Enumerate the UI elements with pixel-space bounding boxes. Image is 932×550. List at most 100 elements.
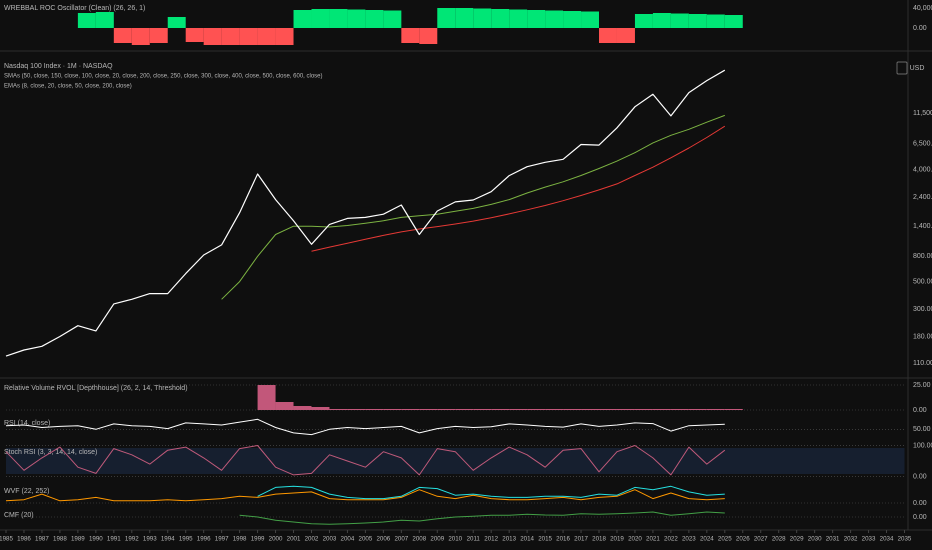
x-tick-label: 2005 [359, 536, 373, 543]
line [5, 489, 725, 502]
bar [131, 28, 150, 45]
x-tick-label: 1992 [125, 536, 139, 543]
bar [293, 406, 312, 410]
x-tick-label: 2006 [376, 536, 390, 543]
bar [688, 409, 707, 410]
y-tick-label: 0.00 [913, 514, 927, 521]
x-tick-label: 2032 [844, 536, 858, 543]
bar [167, 17, 186, 28]
x-tick-label: 1994 [161, 536, 175, 543]
bar [437, 409, 456, 410]
bar [670, 409, 689, 410]
panel-title: WVF (22, 252) [4, 488, 50, 495]
x-tick-label: 2008 [412, 536, 426, 543]
x-tick-label: 2030 [808, 536, 822, 543]
y-tick-label: 0.00 [913, 407, 927, 414]
y-tick-label: 0.00 [913, 25, 927, 32]
bar [706, 409, 725, 410]
bar [113, 28, 132, 43]
x-tick-label: 2025 [718, 536, 732, 543]
x-tick-label: 2009 [430, 536, 444, 543]
bar [455, 409, 474, 410]
x-tick-label: 2018 [592, 536, 606, 543]
bar [329, 409, 348, 410]
panel-title: Relative Volume RVOL [Depthhouse] (26, 2… [4, 385, 188, 392]
bar [77, 13, 96, 28]
bar [688, 14, 707, 28]
x-tick-label: 1987 [35, 536, 49, 543]
y-tick-label: 0.00 [913, 500, 927, 507]
bar [311, 9, 330, 28]
bar [581, 11, 600, 28]
bar [401, 28, 420, 43]
bar [527, 409, 546, 410]
bar [365, 10, 384, 28]
bar [652, 409, 671, 410]
y-tick-label: 180.00 [913, 333, 932, 340]
bar [185, 28, 204, 42]
bar [383, 409, 402, 410]
x-tick-label: 1999 [251, 536, 265, 543]
x-tick-label: 2000 [269, 536, 283, 543]
x-tick-label: 1998 [233, 536, 247, 543]
x-tick-label: 1989 [71, 536, 85, 543]
x-tick-label: 2013 [502, 536, 516, 543]
bar [293, 10, 312, 28]
x-tick-label: 2010 [448, 536, 462, 543]
y-tick-label: 6,500.00 [913, 141, 932, 148]
x-tick-label: 2017 [574, 536, 588, 543]
x-tick-label: 2024 [700, 536, 714, 543]
bar [652, 13, 671, 28]
bar [509, 409, 528, 410]
line [5, 418, 725, 436]
x-tick-label: 1997 [215, 536, 229, 543]
bar [527, 10, 546, 28]
line [221, 114, 725, 300]
bar [563, 409, 582, 410]
x-tick-label: 2034 [880, 536, 894, 543]
y-tick-label: 50.00 [913, 426, 931, 433]
y-tick-label: 500.00 [913, 278, 932, 285]
bar [616, 28, 635, 43]
x-tick-label: 1995 [179, 536, 193, 543]
x-tick-label: 2014 [520, 536, 534, 543]
bar [239, 28, 258, 45]
bar [724, 15, 743, 28]
x-tick-label: 1990 [89, 536, 103, 543]
currency-label: USD [910, 65, 925, 72]
x-tick-label: 2031 [826, 536, 840, 543]
x-tick-label: 2016 [556, 536, 570, 543]
bar [203, 28, 222, 45]
x-tick-label: 1991 [107, 536, 121, 543]
x-tick-label: 2022 [664, 536, 678, 543]
bar [455, 8, 474, 28]
x-tick-label: 2029 [790, 536, 804, 543]
x-tick-label: 2015 [538, 536, 552, 543]
line [239, 511, 725, 525]
bar [221, 28, 240, 45]
bar [724, 409, 743, 410]
y-tick-label: 110.00 [913, 360, 932, 367]
x-tick-label: 1988 [53, 536, 67, 543]
x-tick-label: 2007 [394, 536, 408, 543]
x-tick-label: 2027 [754, 536, 768, 543]
y-tick-label: 11,500.00 [913, 110, 932, 117]
x-tick-label: 2035 [898, 536, 912, 543]
currency-box [896, 61, 908, 75]
bar [491, 9, 510, 28]
x-tick-label: 2021 [646, 536, 660, 543]
bar [563, 11, 582, 28]
panel-title: RSI (14, close) [4, 420, 50, 427]
line [5, 445, 726, 476]
bar [257, 385, 276, 410]
x-tick-label: 2004 [341, 536, 355, 543]
panel-subtitle: SMAs (50, close, 150, close, 100, close,… [4, 74, 323, 80]
x-tick-label: 1996 [197, 536, 211, 543]
y-tick-label: 800.00 [913, 253, 932, 260]
bar [473, 409, 492, 410]
bar [473, 8, 492, 28]
line [311, 125, 726, 252]
bar [383, 10, 402, 28]
